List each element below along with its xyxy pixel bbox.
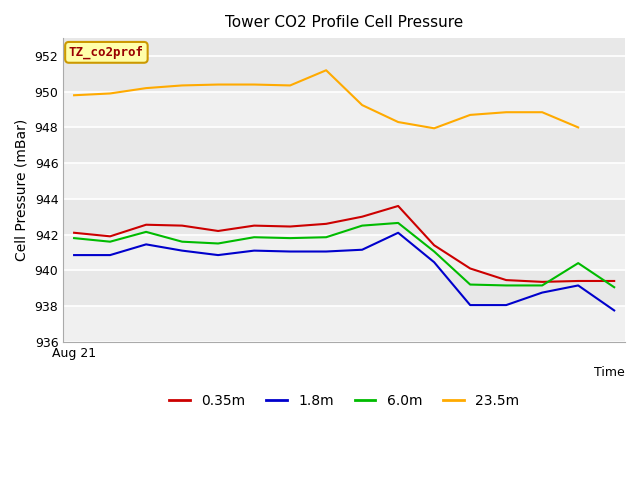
Text: TZ_co2prof: TZ_co2prof bbox=[69, 46, 144, 59]
Legend: 0.35m, 1.8m, 6.0m, 23.5m: 0.35m, 1.8m, 6.0m, 23.5m bbox=[164, 388, 525, 413]
Bar bbox=[63, 306, 625, 342]
Bar bbox=[63, 235, 625, 270]
Bar bbox=[63, 163, 625, 199]
Text: Time: Time bbox=[595, 366, 625, 379]
Y-axis label: Cell Pressure (mBar): Cell Pressure (mBar) bbox=[15, 119, 29, 261]
Bar bbox=[63, 92, 625, 127]
Title: Tower CO2 Profile Cell Pressure: Tower CO2 Profile Cell Pressure bbox=[225, 15, 463, 30]
